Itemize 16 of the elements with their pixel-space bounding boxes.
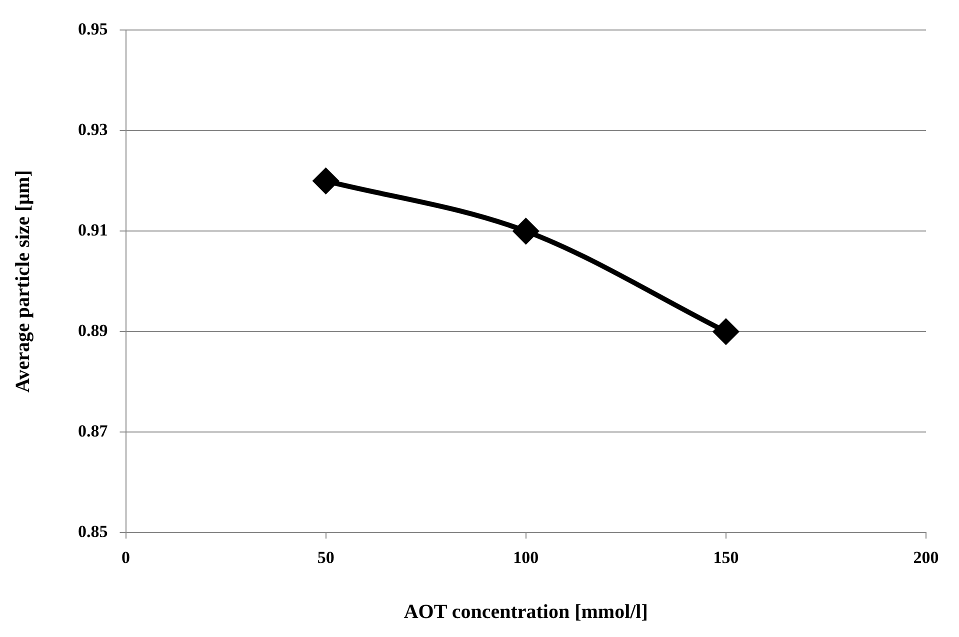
y-tick-label: 0.95 (78, 20, 108, 39)
point (313, 168, 338, 194)
point (713, 319, 738, 344)
y-tick-label: 0.89 (78, 321, 108, 340)
x-tick-label: 50 (317, 548, 334, 568)
y-axis-title: Average particle size [μm] (12, 170, 34, 393)
x-tick-label: 150 (713, 548, 739, 568)
y-tick-label: 0.91 (78, 220, 108, 240)
point (513, 218, 538, 244)
x-tick-label: 100 (513, 548, 539, 568)
x-tick-label: 0 (122, 548, 130, 568)
y-tick-label: 0.93 (78, 120, 108, 140)
y-tick-label: 0.87 (78, 422, 108, 441)
x-axis-title: AOT concentration [mmol/l] (404, 601, 648, 624)
y-tick-label: 0.85 (78, 522, 108, 541)
x-tick-label: 200 (913, 548, 939, 568)
